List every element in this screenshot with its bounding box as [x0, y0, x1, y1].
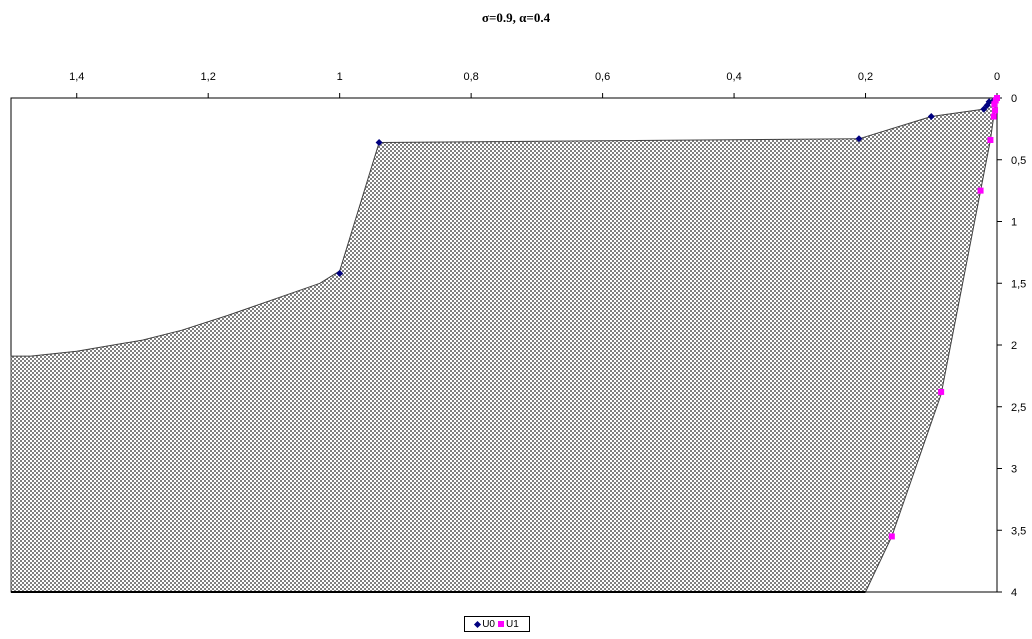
- y-tick-label: 2,5: [1011, 402, 1026, 414]
- x-tick-label: 1,2: [201, 71, 216, 83]
- x-tick-label: 0: [994, 71, 1000, 83]
- y-tick-label: 2: [1011, 340, 1017, 352]
- x-tick-label: 1,4: [69, 71, 84, 83]
- chart-title: σ=0.9, α=0.4: [481, 10, 551, 25]
- y-tick-label: 3,5: [1011, 525, 1026, 537]
- u1-point: [987, 136, 994, 143]
- u1-point: [992, 107, 999, 114]
- u0-point: [855, 135, 863, 143]
- legend-item-u1: U1: [498, 619, 519, 630]
- u0-point: [375, 138, 383, 146]
- u0-point: [927, 113, 935, 121]
- u1-point: [990, 113, 997, 120]
- legend: U0 U1: [464, 616, 530, 632]
- y-tick-label: 4: [1011, 587, 1017, 599]
- square-marker-icon: [498, 621, 504, 627]
- x-tick-label: 0,6: [595, 71, 610, 83]
- diamond-marker-icon: [474, 620, 482, 628]
- u1-point: [977, 187, 984, 194]
- y-tick-label: 0: [1011, 93, 1017, 105]
- legend-label-u1: U1: [506, 618, 519, 630]
- u1-point: [938, 388, 945, 395]
- u0-point: [980, 105, 988, 113]
- x-tick-label: 0,2: [858, 71, 873, 83]
- u1-point: [888, 533, 895, 540]
- y-tick-label: 1,5: [1011, 278, 1026, 290]
- y-tick-label: 1: [1011, 217, 1017, 229]
- x-tick-label: 0,4: [726, 71, 741, 83]
- legend-item-u0: U0: [474, 618, 495, 630]
- legend-label-u0: U0: [482, 618, 495, 630]
- u0-point: [336, 269, 344, 277]
- y-tick-label: 3: [1011, 464, 1017, 476]
- x-tick-label: 0,8: [463, 71, 478, 83]
- u1-point: [992, 97, 999, 104]
- u1-point: [991, 101, 998, 108]
- x-tick-label: 1: [337, 71, 343, 83]
- y-tick-label: 0,5: [1011, 155, 1026, 167]
